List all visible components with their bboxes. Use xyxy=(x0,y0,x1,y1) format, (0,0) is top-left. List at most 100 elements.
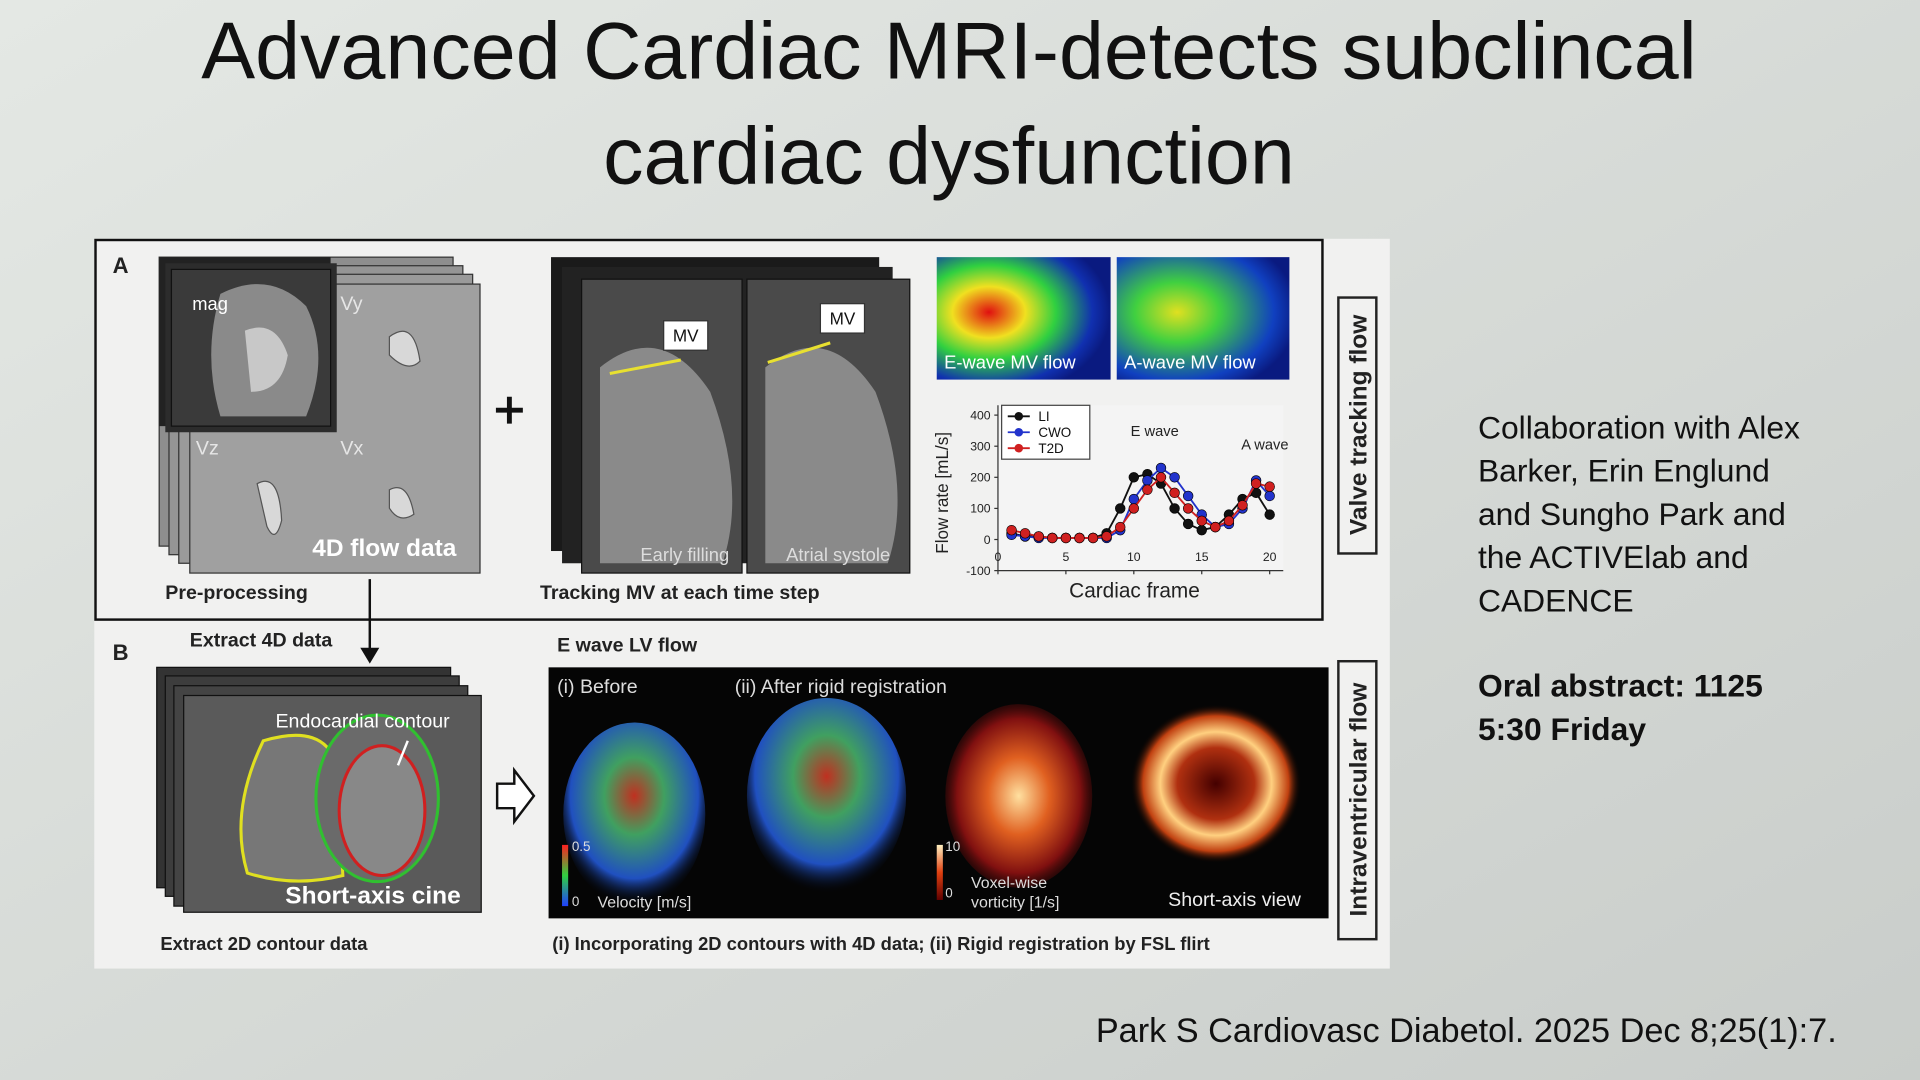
red-contour xyxy=(337,744,427,878)
mv-box xyxy=(819,303,866,334)
legend-label: LI xyxy=(1038,409,1049,424)
data-point xyxy=(1169,487,1180,499)
note-line: Barker, Erin Englund xyxy=(1478,453,1770,489)
data-point xyxy=(1196,515,1207,527)
data-point xyxy=(1169,472,1180,483)
annotation: E wave xyxy=(1131,424,1179,440)
legend-marker xyxy=(1014,427,1024,437)
title-line: cardiac dysfunction xyxy=(603,112,1295,202)
heat-map xyxy=(1116,257,1290,380)
flow-panel: (i) Before (ii) After rigid registration… xyxy=(548,667,1329,919)
colorbar-label: 0 xyxy=(945,886,952,901)
data-point xyxy=(1060,532,1072,544)
y-tick-label: 400 xyxy=(970,408,991,422)
data-point xyxy=(1264,490,1275,502)
note-line: Collaboration with Alex xyxy=(1478,409,1800,445)
image-label: A-wave MV flow xyxy=(1124,352,1256,373)
image-label: 4D flow data xyxy=(312,535,457,562)
data-point xyxy=(1237,500,1248,511)
image-label: Voxel-wise xyxy=(971,875,1047,892)
data-point xyxy=(1074,532,1085,544)
image-label: Vy xyxy=(340,293,362,315)
image-label: Early filling xyxy=(640,544,729,565)
colorbar-label: 0 xyxy=(572,894,579,909)
image-label: E-wave MV flow xyxy=(944,352,1076,373)
side-label: Intraventricular flow xyxy=(1346,682,1373,917)
side-label-box xyxy=(1337,660,1378,941)
y-axis-label: Flow rate [mL/s] xyxy=(932,432,952,554)
image-label: Velocity [m/s] xyxy=(598,894,692,911)
legend-marker xyxy=(1014,412,1024,421)
x-tick-label: 15 xyxy=(1195,550,1209,564)
flow-render xyxy=(563,722,706,907)
data-point xyxy=(1128,503,1140,514)
data-point xyxy=(1182,518,1194,530)
data-point xyxy=(1169,503,1180,514)
data-point xyxy=(1182,503,1194,514)
data-point xyxy=(1142,475,1153,486)
colorbar xyxy=(562,844,569,907)
image-label: mag xyxy=(192,293,228,314)
data-point xyxy=(1142,484,1153,495)
mv-box xyxy=(663,320,709,351)
data-point xyxy=(1019,528,1031,539)
x-axis-label: Cardiac frame xyxy=(1069,580,1200,603)
mv-tracking: MV MV Early filling Atrial systole xyxy=(551,257,911,574)
data-point xyxy=(1047,532,1058,544)
image-label: (ii) After rigid registration xyxy=(735,676,947,698)
flow-chart: -100 0 100 200 300 400 0 5 10 15 20 Flow rate [mL/s… xyxy=(932,404,1289,603)
image-label: (i) Before xyxy=(557,676,638,698)
data-point xyxy=(1087,532,1099,544)
note-line: and Sungho Park and xyxy=(1478,496,1786,532)
vessel-shapes xyxy=(256,330,421,535)
mv-label: MV xyxy=(673,326,699,346)
image-label: Vz xyxy=(196,437,219,459)
image-label: Short-axis view xyxy=(1168,889,1302,911)
note-line: the ACTIVElab and xyxy=(1478,539,1749,575)
x-tick-label: 20 xyxy=(1263,550,1277,564)
x-tick-label: 5 xyxy=(1062,550,1069,564)
citation: Park S Cardiovasc Diabetol. 2025 Dec 8;2… xyxy=(1096,1012,1837,1050)
data-point xyxy=(1115,521,1126,533)
data-point xyxy=(1250,478,1262,489)
panel-label: A xyxy=(113,253,129,278)
data-point xyxy=(1196,524,1207,536)
valve-line xyxy=(767,341,831,364)
image-label: Short-axis cine xyxy=(285,883,460,910)
step-label: Extract 2D contour data xyxy=(160,933,368,954)
image-label: Endocardial contour xyxy=(276,710,451,732)
data-point xyxy=(1182,490,1194,502)
colorbar-label: 0.5 xyxy=(572,839,591,854)
side-label: Valve tracking flow xyxy=(1346,314,1373,535)
mv-label: MV xyxy=(830,308,856,328)
flow-stack: mag Vy Vz Vx 4D flow data xyxy=(158,256,481,574)
data-point xyxy=(1264,509,1275,520)
figure-caption: (i) Incorporating 2D contours with 4D da… xyxy=(552,933,1210,954)
colorbar xyxy=(936,844,943,900)
data-point xyxy=(1101,531,1112,542)
mv-anatomy xyxy=(600,347,733,564)
step-label: Extract 4D data xyxy=(190,630,334,652)
data-point xyxy=(1155,472,1167,483)
x-tick-label: 10 xyxy=(1127,550,1141,564)
notes: Collaboration with Alex Barker, Erin Engl… xyxy=(1478,409,1800,747)
panel-label: B xyxy=(113,640,129,665)
cine-stack: Endocardial contour Short-axis cine xyxy=(156,666,482,913)
mag-anatomy xyxy=(244,327,288,392)
hollow-arrow xyxy=(495,766,536,826)
short-axis-render xyxy=(1130,704,1302,864)
y-tick-label: 0 xyxy=(984,533,991,547)
mv-anatomy xyxy=(765,347,898,564)
plus-sign xyxy=(495,396,523,424)
data-point xyxy=(1006,524,1017,536)
legend-marker xyxy=(1014,443,1024,453)
y-tick-label: 300 xyxy=(970,439,991,453)
legend-label: T2D xyxy=(1038,441,1064,456)
data-point xyxy=(1264,481,1275,492)
valve-line xyxy=(609,358,682,375)
vorticity-render xyxy=(945,704,1093,888)
data-point xyxy=(1155,462,1167,474)
data-point xyxy=(1223,515,1235,527)
oral-line: Oral abstract: 1125 xyxy=(1478,668,1763,704)
